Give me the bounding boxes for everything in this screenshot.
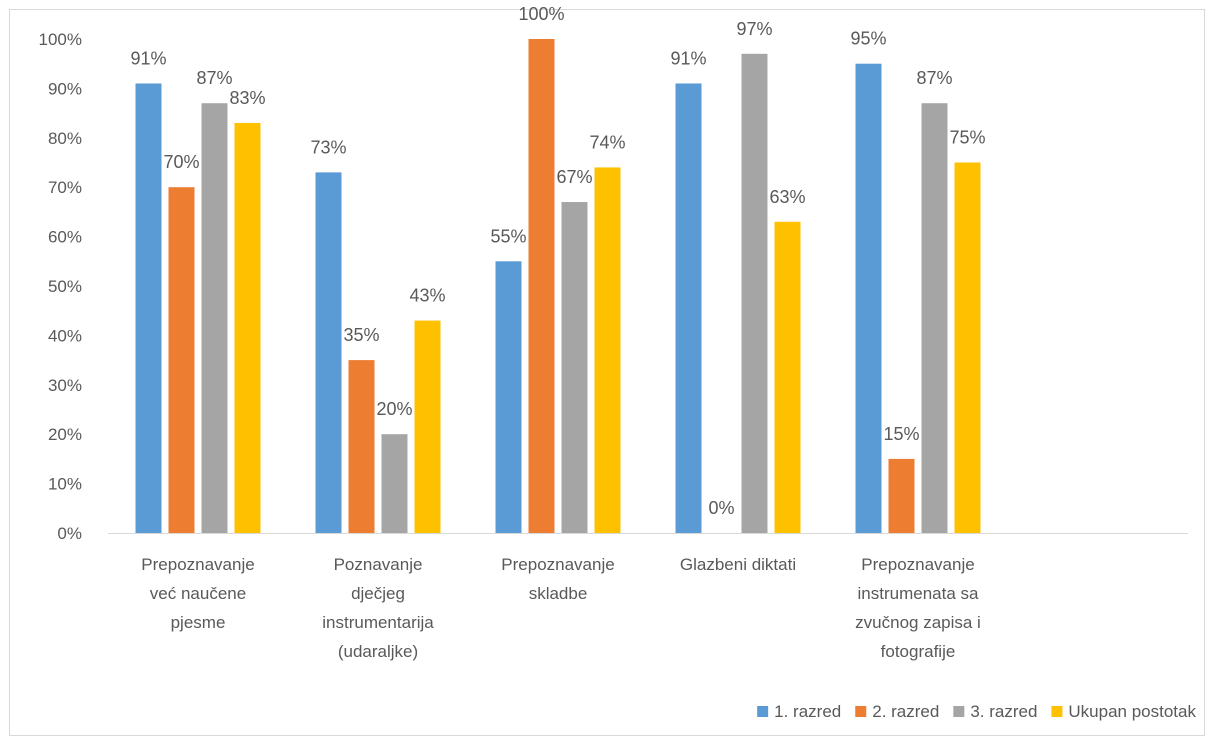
bar	[954, 162, 981, 533]
bar	[348, 360, 375, 533]
y-tick-label: 60%	[48, 228, 82, 247]
y-tick-label: 50%	[48, 277, 82, 296]
category-label-line: instrumentarija	[322, 613, 434, 632]
data-label: 43%	[409, 286, 445, 306]
legend: 1. razred 2. razred 3. razred Ukupan postot…	[757, 702, 1197, 721]
y-tick-label: 0%	[57, 524, 82, 543]
bar	[234, 122, 261, 533]
data-labels: 91% 73% 55% 91% 95% 70% 35% 100% 0% 15% 87% 20% 67% 9…	[130, 4, 985, 518]
legend-swatch	[855, 706, 867, 717]
bar	[594, 167, 621, 533]
y-tick-label: 80%	[48, 129, 82, 148]
bar	[888, 458, 915, 533]
legend-label: 2. razred	[872, 702, 939, 721]
data-label: 63%	[769, 187, 805, 207]
data-label: 95%	[850, 29, 886, 49]
y-tick-label: 30%	[48, 376, 82, 395]
bar	[135, 83, 162, 534]
y-tick-label: 20%	[48, 425, 82, 444]
data-label: 15%	[883, 424, 919, 444]
bar	[675, 83, 702, 534]
legend-swatch	[953, 706, 965, 717]
legend-label: 3. razred	[970, 702, 1037, 721]
category-label: Poznavanje dječjeg instrumentarija (udaralj…	[322, 555, 434, 661]
y-tick-label: 70%	[48, 178, 82, 197]
data-label: 91%	[670, 48, 706, 68]
bar	[855, 63, 882, 533]
bar	[414, 320, 441, 533]
data-label: 87%	[916, 68, 952, 88]
category-labels: Prepoznavanje već naučene pjesme Poznavanje…	[141, 555, 981, 661]
category-label-line: instrumenata sa	[858, 584, 979, 603]
bar	[774, 221, 801, 533]
data-label: 20%	[376, 399, 412, 419]
bar	[528, 39, 555, 533]
bar	[381, 434, 408, 533]
data-label: 0%	[708, 498, 734, 518]
category-label-line: Poznavanje	[334, 555, 423, 574]
category-label-line: Glazbeni diktati	[680, 555, 796, 574]
bar	[315, 172, 342, 533]
bars	[135, 39, 981, 534]
data-label: 67%	[556, 167, 592, 187]
y-tick-label: 100%	[39, 30, 82, 49]
category-label-line: zvučnog zapisa i	[855, 613, 981, 632]
data-label: 100%	[518, 4, 564, 24]
category-label: Glazbeni diktati	[680, 555, 796, 574]
category-label-line: (udaraljke)	[338, 642, 418, 661]
legend-label: 1. razred	[774, 702, 841, 721]
data-label: 83%	[229, 88, 265, 108]
category-label-line: Prepoznavanje	[141, 555, 254, 574]
data-label: 55%	[490, 226, 526, 246]
y-tick-label: 90%	[48, 79, 82, 98]
legend-swatch	[1051, 706, 1063, 717]
y-axis-ticks: 0% 10% 20% 30% 40% 50% 60% 70% 80% 90% 100%	[39, 30, 82, 543]
bar	[921, 103, 948, 533]
category-label-line: pjesme	[171, 613, 226, 632]
data-label: 74%	[589, 132, 625, 152]
legend-label: Ukupan postotak	[1068, 702, 1196, 721]
data-label: 91%	[130, 48, 166, 68]
data-label: 87%	[196, 68, 232, 88]
legend-swatch	[757, 706, 769, 717]
bar	[495, 261, 522, 533]
category-label: Prepoznavanje instrumenata sa zvučnog zapi…	[855, 555, 981, 661]
bar	[741, 53, 768, 533]
bar	[561, 202, 588, 533]
data-label: 73%	[310, 137, 346, 157]
category-label-line: dječjeg	[351, 584, 405, 603]
data-label: 97%	[736, 19, 772, 39]
category-label: Prepoznavanje već naučene pjesme	[141, 555, 254, 632]
data-label: 75%	[949, 128, 985, 148]
category-label-line: Prepoznavanje	[501, 555, 614, 574]
category-label-line: fotografije	[881, 642, 956, 661]
y-tick-label: 40%	[48, 326, 82, 345]
category-label-line: već naučene	[150, 584, 246, 603]
category-label-line: skladbe	[529, 584, 588, 603]
bar	[168, 187, 195, 533]
data-label: 70%	[163, 152, 199, 172]
data-label: 35%	[343, 325, 379, 345]
category-label: Prepoznavanje skladbe	[501, 555, 614, 603]
category-label-line: Prepoznavanje	[861, 555, 974, 574]
y-tick-label: 10%	[48, 475, 82, 494]
bar	[201, 103, 228, 533]
